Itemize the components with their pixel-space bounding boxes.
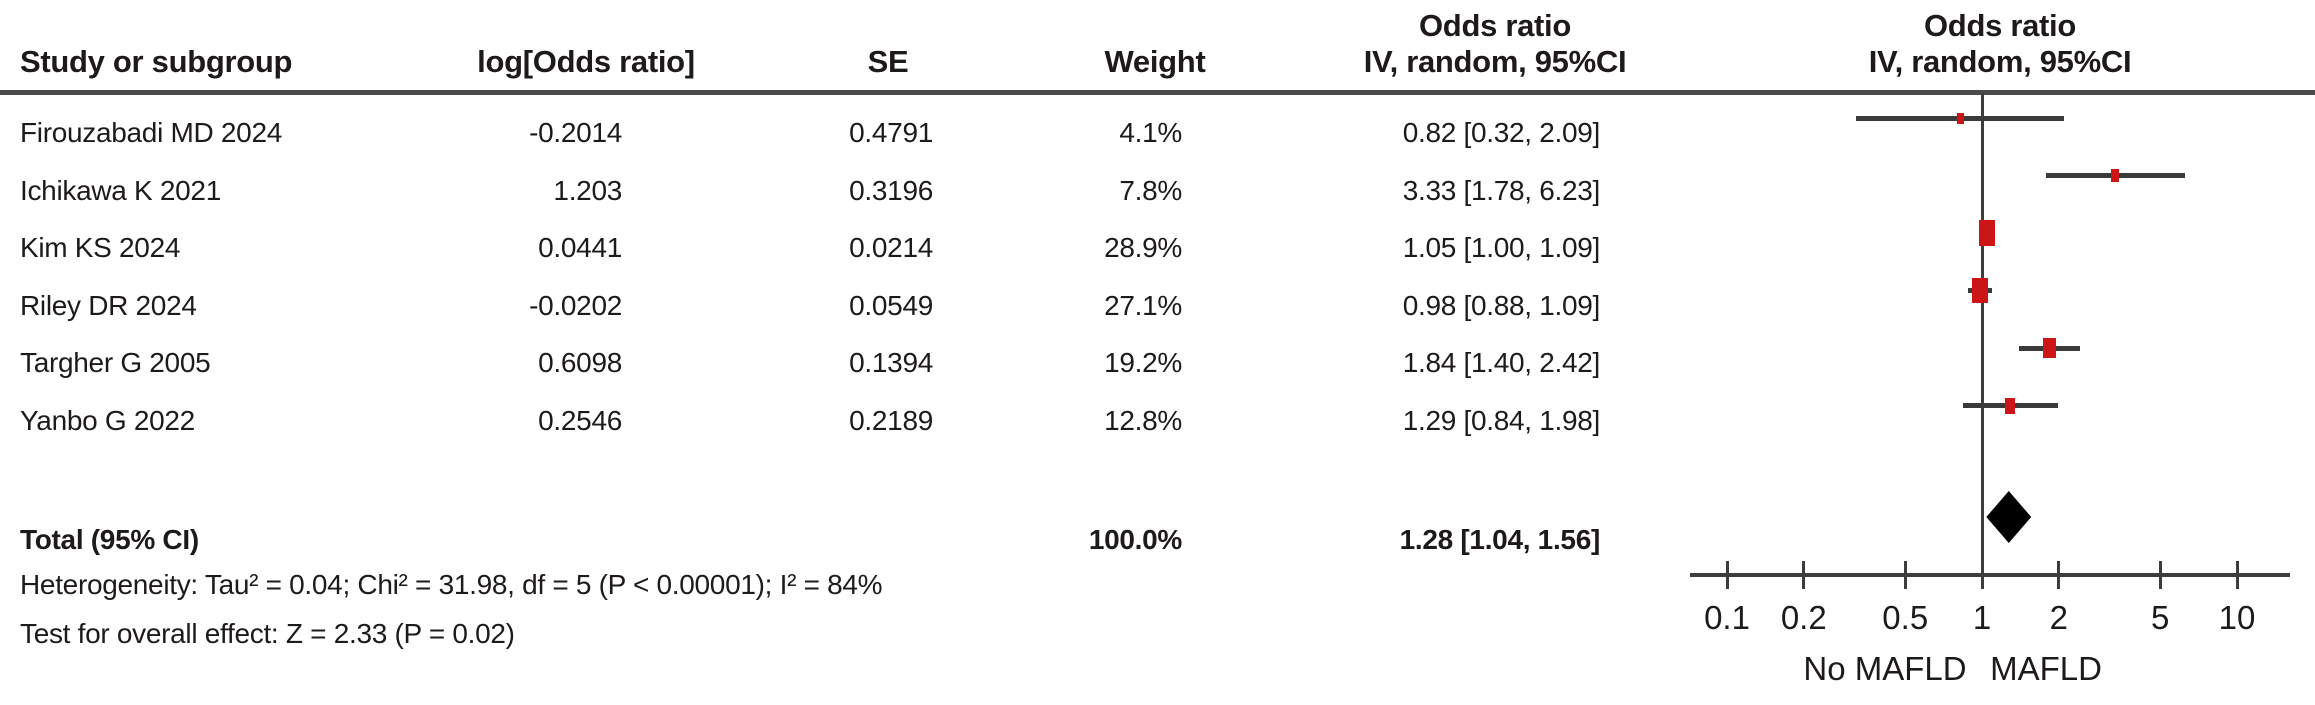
x-axis-tick [2158,561,2162,589]
header-plot-line1: Odds ratio [1923,8,2077,43]
row-weight: 4.1% [1119,117,1182,148]
row-log-or: 0.6098 [538,347,622,378]
effect-square [2043,338,2057,358]
row-log-or: 1.203 [553,174,622,206]
row-or-ci: 0.98 [0.88, 1.09] [1402,289,1601,321]
effect-square [1971,278,1988,303]
x-axis-tick-label: 0.5 [1882,599,1929,636]
effect-square [2111,169,2120,182]
header-separator [0,90,2315,95]
x-axis-tick [1802,561,1806,589]
row-or-ci: 1.05 [1.00, 1.09] [1402,232,1601,263]
total-label: Total (95% CI) [20,524,199,555]
row-study-name: Firouzabadi MD 2024 [20,117,282,148]
row-se: 0.1394 [849,347,933,378]
x-axis-tick [1903,561,1907,589]
row-weight: 28.9% [1104,232,1182,263]
row-se: 0.2189 [849,404,933,436]
header-weight: Weight [1104,44,1206,79]
row-log-or: -0.0202 [529,289,622,321]
x-axis-tick-label: 5 [2151,599,2170,636]
row-se: 0.0549 [849,289,933,321]
x-axis-tick-label: 1 [1972,599,1992,636]
row-weight: 7.8% [1119,174,1182,206]
effect-square [1956,112,1964,124]
header-log-odds-ratio: log[Odds ratio] [477,44,695,79]
x-axis-tick-label: 0.2 [1780,599,1827,636]
row-study-name: Kim KS 2024 [20,232,181,263]
header-study: Study or subgroup [20,44,293,79]
null-effect-line [1981,93,1984,575]
row-log-or: 0.2546 [538,404,622,436]
row-se: 0.3196 [849,174,933,206]
row-or-ci: 3.33 [1.78, 6.23] [1402,174,1601,206]
header-plot-line2: IV, random, 95%CI [1868,44,2132,79]
x-axis-tick [2057,561,2061,589]
x-axis-tick-label: 10 [2218,599,2256,636]
favours-right-label: MAFLD [1990,650,2102,687]
row-or-ci: 1.84 [1.40, 2.42] [1402,347,1601,378]
row-study-name: Targher G 2005 [20,347,211,378]
x-axis-tick-label: 0.1 [1704,599,1750,636]
header-se: SE [867,44,909,79]
total-or-ci: 1.28 [1.04, 1.56] [1399,524,1601,555]
x-axis-tick [1980,561,1984,589]
overall-effect-test: Test for overall effect: Z = 2.33 (P = 0… [20,618,515,649]
row-study-name: Riley DR 2024 [20,289,197,321]
x-axis-line [1690,573,2290,577]
header-or-ci-line1: Odds ratio [1418,8,1572,43]
row-log-or: -0.2014 [529,117,622,148]
effect-square [1979,220,1996,246]
row-weight: 19.2% [1104,347,1182,378]
x-axis-tick-label: 2 [2049,599,2068,636]
x-axis-tick [2235,561,2239,589]
row-study-name: Yanbo G 2022 [20,404,195,436]
heterogeneity-stats: Heterogeneity: Tau² = 0.04; Chi² = 31.98… [20,569,883,600]
favours-left-label: No MAFLD [1803,650,1967,687]
row-or-ci: 1.29 [0.84, 1.98] [1402,404,1601,436]
header-or-ci-line2: IV, random, 95%CI [1363,44,1627,79]
total-weight: 100.0% [1088,524,1182,555]
row-log-or: 0.0441 [538,232,622,263]
row-weight: 27.1% [1104,289,1182,321]
x-axis-tick [1725,561,1729,589]
summary-diamond [1986,491,2032,543]
effect-square [2005,397,2016,414]
row-study-name: Ichikawa K 2021 [20,174,221,206]
row-se: 0.4791 [849,117,933,148]
row-se: 0.0214 [849,232,933,263]
row-weight: 12.8% [1104,404,1182,436]
row-or-ci: 0.82 [0.32, 2.09] [1402,117,1601,148]
